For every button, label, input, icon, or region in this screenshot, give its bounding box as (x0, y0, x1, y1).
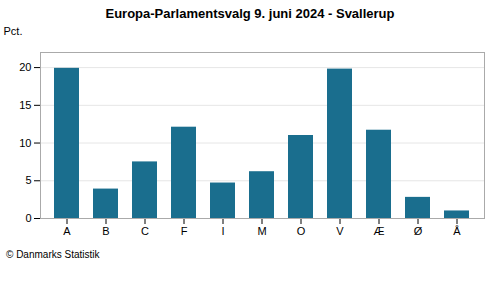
html-text:© Danmarks Statistik: © Danmarks Statistik (6, 249, 100, 260)
svg-text:Æ: Æ (374, 225, 385, 237)
svg-text:B: B (102, 225, 109, 237)
svg-text:0: 0 (25, 212, 31, 224)
svg-text:I: I (221, 225, 224, 237)
svg-text:5: 5 (25, 174, 31, 186)
svg-text:F: F (181, 225, 188, 237)
html-text:Europa-Parlamentsvalg 9. juni: Europa-Parlamentsvalg 9. juni 2024 - Sva… (105, 6, 395, 21)
svg-text:Å: Å (453, 225, 461, 237)
svg-text:C: C (141, 225, 149, 237)
svg-text:15: 15 (19, 99, 31, 111)
svg-text:20: 20 (19, 61, 31, 73)
svg-text:Ø: Ø (414, 225, 423, 237)
svg-text:A: A (63, 225, 71, 237)
svg-text:V: V (336, 225, 344, 237)
svg-text:Pct.: Pct. (4, 25, 23, 37)
svg-text:10: 10 (19, 137, 31, 149)
svg-text:O: O (297, 225, 306, 237)
svg-text:M: M (257, 225, 266, 237)
